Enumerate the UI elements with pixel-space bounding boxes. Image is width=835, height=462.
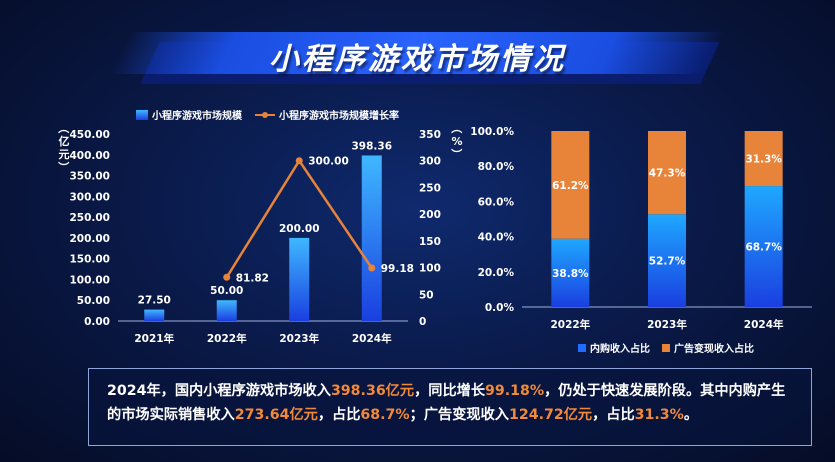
summary-box: 2024年，国内小程序游戏市场收入398.36亿元，同比增长99.18%，仍处于… <box>88 368 812 446</box>
y-right-tick-label: 350 <box>419 129 441 141</box>
segment-ad-label: 31.3% <box>745 154 782 166</box>
segment-inner-label: 38.8% <box>552 268 589 280</box>
summary-part: ；广告变现收入 <box>409 407 509 423</box>
segment-ad <box>551 131 590 239</box>
segment-inner-label: 68.7% <box>745 242 782 254</box>
segment-ad <box>744 131 783 187</box>
y-tick-label: 100.00 <box>69 274 110 286</box>
y-axis-title-char: ） <box>57 162 70 173</box>
summary-highlight: 31.3% <box>634 407 684 423</box>
y-tick-label: 0.00 <box>84 316 110 328</box>
legend-inner-label: 内购收入占比 <box>590 342 650 355</box>
legend-inner-swatch <box>578 344 586 352</box>
summary-highlight: 99.18% <box>485 383 545 399</box>
y-tick-label: 400.00 <box>69 150 110 162</box>
legend-bar-label: 小程序游戏市场规模 <box>151 109 243 122</box>
bar-data-label: 200.00 <box>279 223 320 235</box>
y-tick-label: 150.00 <box>69 254 110 266</box>
x-tick-label: 2021年 <box>134 332 174 345</box>
y-right-axis-title-char: ） <box>450 149 463 160</box>
bar-data-label: 27.50 <box>138 295 171 307</box>
y-axis-title-char: （ <box>57 123 70 134</box>
y-tick-label: 450.00 <box>69 129 110 141</box>
summary-highlight: 124.72亿元 <box>508 407 593 423</box>
x-tick-label: 2023年 <box>279 332 319 345</box>
x-tick-label: 2024年 <box>352 332 392 345</box>
y-tick-label: 80.0% <box>478 161 515 173</box>
y-tick-label: 100.0% <box>470 126 514 138</box>
y-tick-label: 50.00 <box>77 295 110 307</box>
segment-inner-label: 52.7% <box>649 256 686 268</box>
y-right-tick-label: 150 <box>419 236 441 248</box>
summary-part: 。 <box>683 407 699 423</box>
growth-data-label: 99.18 <box>381 263 414 275</box>
y-tick-label: 0.0% <box>485 302 515 314</box>
page-title: 小程序游戏市场情况 <box>269 42 566 77</box>
segment-ad-label: 61.2% <box>552 180 589 192</box>
summary-part: 2024年，国内小程序游戏市场收入 <box>107 383 331 399</box>
summary-part: ，仍处于快速发展阶段。其中内购产生的市场实际销售收入 <box>107 383 786 423</box>
bar-data-label: 50.00 <box>210 285 243 297</box>
growth-point <box>368 264 376 272</box>
bar <box>216 300 237 321</box>
growth-point <box>295 157 303 165</box>
bar <box>144 309 165 321</box>
bar <box>289 237 310 321</box>
summary-part: ，占比 <box>317 407 361 423</box>
x-tick-label: 2023年 <box>647 318 687 331</box>
legend-ad-label: 广告变现收入占比 <box>674 342 754 355</box>
y-right-tick-label: 0 <box>419 316 426 328</box>
y-right-tick-label: 100 <box>419 263 441 275</box>
growth-point <box>223 273 231 281</box>
y-tick-label: 350.00 <box>69 171 110 183</box>
y-tick-label: 40.0% <box>478 232 515 244</box>
segment-inner <box>648 214 686 307</box>
y-right-axis-title-char: （ <box>450 123 463 134</box>
y-tick-label: 60.0% <box>478 196 515 208</box>
segment-ad-label: 47.3% <box>649 168 686 180</box>
y-right-tick-label: 200 <box>419 209 441 221</box>
y-right-tick-label: 50 <box>419 289 434 301</box>
summary-highlight: 68.7% <box>360 407 410 423</box>
revenue-share-chart: 0.0% 20.0% 40.0% 60.0% 80.0% 100.0% 38.8% 61.2%… <box>470 126 812 355</box>
y-right-axis-title-char: % <box>451 135 462 148</box>
x-tick-label: 2024年 <box>744 318 784 331</box>
y-tick-label: 250.00 <box>69 212 110 224</box>
bar <box>361 155 382 321</box>
growth-data-label: 300.00 <box>308 156 349 168</box>
y-right-tick-label: 250 <box>419 182 441 194</box>
y-tick-label: 300.00 <box>69 191 110 203</box>
legend-line-dot <box>262 112 268 118</box>
growth-data-label: 81.82 <box>236 272 269 284</box>
legend-ad-swatch <box>662 344 670 352</box>
y-right-tick-label: 300 <box>419 156 441 168</box>
summary-part: ，占比 <box>592 407 635 423</box>
y-axis-title-char: 元 <box>59 148 70 161</box>
segment-inner <box>551 238 590 307</box>
y-tick-label: 20.0% <box>478 267 515 279</box>
y-tick-label: 200.00 <box>69 233 110 245</box>
summary-highlight: 398.36亿元 <box>330 383 415 399</box>
legend-bar-swatch <box>136 110 148 120</box>
x-tick-label: 2022年 <box>550 318 590 331</box>
y-axis-title-char: 亿 <box>59 134 70 148</box>
segment-inner <box>744 186 783 307</box>
market-size-chart: 0.0050.00100.00150.00200.00250.00300.003… <box>57 109 463 345</box>
summary-text: 2024年，国内小程序游戏市场收入398.36亿元，同比增长99.18%，仍处于… <box>107 379 797 427</box>
summary-part: ，同比增长 <box>414 383 486 399</box>
legend-line-label: 小程序游戏市场规模增长率 <box>278 109 399 122</box>
bar-data-label: 398.36 <box>351 140 392 152</box>
summary-highlight: 273.64亿元 <box>234 407 318 423</box>
x-tick-label: 2022年 <box>207 332 247 345</box>
segment-ad <box>648 131 686 215</box>
